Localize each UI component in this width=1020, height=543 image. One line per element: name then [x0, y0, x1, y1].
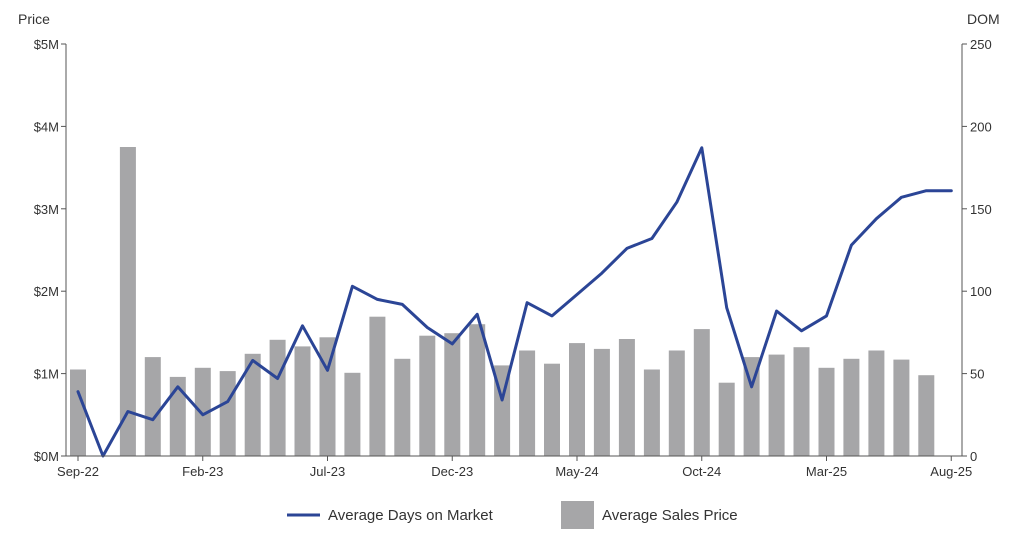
bar-may-25 — [868, 350, 885, 456]
line-average-days-on-market — [76, 146, 953, 458]
bar-nov-23 — [419, 335, 436, 456]
bar-sep-22 — [70, 369, 86, 456]
left-tick-label: $1M — [34, 367, 59, 382]
bar-apr-25 — [843, 358, 860, 456]
bar-nov-22 — [119, 147, 136, 456]
right-tick-label: 200 — [970, 119, 992, 134]
right-tick-label: 250 — [970, 37, 992, 52]
legend-label-price: Average Sales Price — [602, 507, 738, 524]
legend: Average Days on Market Average Sales Pri… — [287, 501, 738, 529]
bar-oct-24 — [693, 329, 710, 456]
right-tick-label: 100 — [970, 284, 992, 299]
bar-jul-25 — [918, 375, 935, 456]
legend-label-dom: Average Days on Market — [328, 507, 494, 524]
bar-dec-24 — [743, 357, 760, 456]
left-tick-label: $0M — [34, 449, 59, 464]
bar-mar-23 — [219, 371, 236, 456]
bar-jun-25 — [893, 359, 910, 456]
x-tick-label: Dec-23 — [431, 464, 473, 479]
bar-mar-25 — [818, 367, 835, 456]
bar-dec-22 — [144, 357, 161, 456]
bar-jan-25 — [768, 354, 785, 456]
bar-jun-24 — [593, 348, 610, 456]
bar-sep-23 — [369, 316, 386, 456]
bar-may-24 — [569, 343, 585, 456]
right-tick-label: 150 — [970, 202, 992, 217]
bar-feb-23 — [194, 367, 211, 456]
left-tick-label: $3M — [34, 202, 59, 217]
left-axis-title: Price — [18, 11, 50, 27]
left-tick-label: $5M — [34, 37, 59, 52]
x-tick-label: Sep-22 — [57, 464, 99, 479]
x-tick-label: Jul-23 — [310, 464, 345, 479]
left-axis: $0M $1M $2M $3M $4M $5M — [34, 37, 67, 464]
bar-feb-25 — [793, 347, 810, 456]
bar-may-23 — [269, 339, 286, 456]
bar-oct-23 — [394, 358, 411, 456]
bar-jul-24 — [618, 339, 635, 456]
bar-mar-24 — [519, 350, 536, 456]
bar-aug-23 — [344, 372, 361, 456]
x-axis: Sep-22 Feb-23 Jul-23 Dec-23 May-24 Oct-24 Mar-… — [57, 455, 972, 479]
bar-apr-24 — [544, 363, 560, 456]
line-group — [76, 146, 953, 458]
bar-nov-24 — [718, 382, 735, 456]
bar-jan-24 — [469, 324, 486, 456]
x-tick-label: Feb-23 — [182, 464, 223, 479]
bar-sep-24 — [668, 350, 685, 456]
bar-jul-23 — [319, 337, 336, 456]
bar-apr-23 — [244, 353, 261, 456]
right-tick-label: 0 — [970, 449, 977, 464]
left-tick-label: $4M — [34, 119, 59, 134]
right-axis: 0 50 100 150 200 250 — [961, 37, 992, 464]
bar-aug-24 — [643, 369, 660, 456]
bar-jun-23 — [294, 346, 311, 456]
bar-dec-23 — [444, 333, 461, 456]
x-tick-label: Aug-25 — [930, 464, 972, 479]
x-tick-label: May-24 — [555, 464, 598, 479]
right-axis-title: DOM — [967, 11, 1000, 27]
bar-jan-23 — [169, 376, 186, 456]
right-tick-label: 50 — [970, 367, 984, 382]
x-tick-label: Oct-24 — [682, 464, 721, 479]
left-tick-label: $2M — [34, 284, 59, 299]
legend-swatch-bar — [561, 501, 594, 529]
x-tick-label: Mar-25 — [806, 464, 847, 479]
